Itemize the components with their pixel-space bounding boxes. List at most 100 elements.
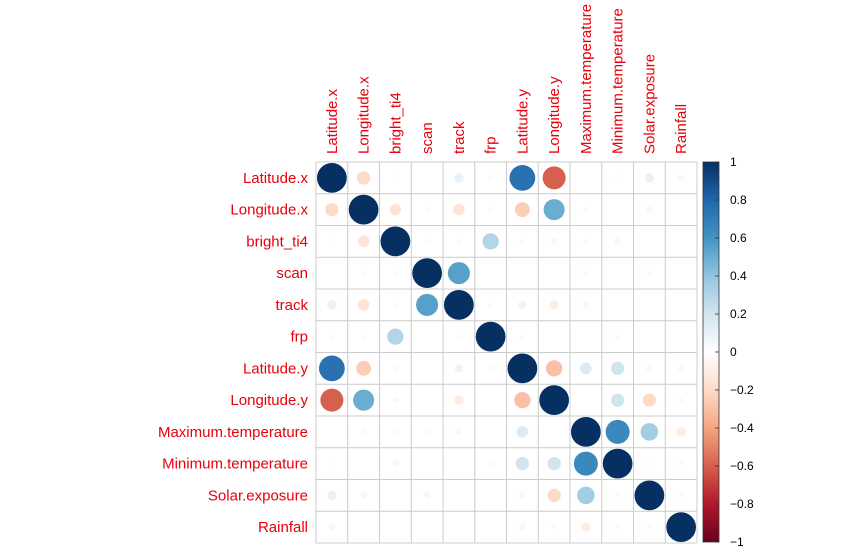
correlation-circle: Minimum.temperature / Latitude.x: -0.02	[329, 461, 334, 466]
correlation-circle: Maximum.temperature / Minimum.temperatur…	[605, 419, 630, 444]
correlation-circle: frp / frp: 1	[475, 321, 506, 352]
correlation-circle: track / Maximum.temperature: -0.05	[582, 301, 590, 309]
correlation-circle: scan / Maximum.temperature: 0.03	[583, 270, 589, 276]
colorbar-tick-label: 0.8	[730, 193, 747, 207]
row-label: Longitude.x	[230, 202, 308, 219]
column-label: scan	[419, 122, 436, 154]
correlation-circle: Latitude.y / Maximum.temperature: 0.15	[580, 362, 592, 375]
correlation-circle: Maximum.temperature / bright_ti4: 0.03	[392, 429, 398, 435]
row-label: Longitude.y	[230, 392, 308, 409]
correlation-circle: bright_ti4 / Longitude.x: -0.15	[357, 235, 370, 248]
correlation-circle: Maximum.temperature / Maximum.temperatur…	[570, 416, 601, 447]
correlation-circle: Latitude.y / Latitude.y: 1	[507, 353, 538, 384]
correlation-circle: bright_ti4 / Latitude.x: 0.02	[329, 239, 334, 244]
correlation-circle: Latitude.x / Longitude.y: -0.6	[542, 166, 566, 190]
correlation-circle: Longitude.x / bright_ti4: -0.15	[389, 203, 402, 216]
column-label: Latitude.x	[324, 88, 341, 154]
correlation-circle: Longitude.x / frp: -0.03	[488, 207, 494, 213]
column-label: Minimum.temperature	[610, 8, 627, 154]
correlation-circle: track / frp: 0.03	[488, 302, 494, 308]
correlation-circle: bright_ti4 / bright_ti4: 1	[380, 226, 411, 257]
correlation-circle: Maximum.temperature / scan: 0.03	[424, 429, 430, 435]
correlation-circle: Latitude.y / Minimum.temperature: 0.2	[610, 361, 625, 376]
column-label: Maximum.temperature	[578, 4, 595, 154]
row-label: Rainfall	[258, 519, 308, 536]
correlation-circle: track / scan: 0.55	[416, 293, 439, 316]
colorbar-tick-label: −0.6	[730, 459, 754, 473]
correlation-circle: Solar.exposure / Solar.exposure: 1	[634, 480, 665, 511]
colorbar-tick-label: 1	[730, 155, 737, 169]
correlation-circle: Solar.exposure / Maximum.temperature: 0.…	[577, 486, 595, 505]
correlation-circle: Maximum.temperature / Solar.exposure: 0.…	[640, 423, 659, 441]
correlation-circle: Longitude.x / Longitude.x: 1	[348, 194, 379, 225]
row-label: frp	[290, 329, 308, 346]
correlation-circles: Latitude.x / Latitude.x: 1 Latitude.x / L…	[316, 162, 697, 543]
row-label: bright_ti4	[246, 233, 308, 250]
correlation-circle: Rainfall / Solar.exposure: 0.03	[646, 524, 652, 530]
colorbar-tick-label: 0.2	[730, 307, 747, 321]
correlation-circle: frp / Minimum.temperature: 0.03	[615, 334, 621, 340]
correlation-circle: bright_ti4 / scan: -0.03	[424, 238, 430, 244]
correlation-circle: Solar.exposure / Rainfall: 0.03	[678, 492, 684, 498]
column-label: Solar.exposure	[641, 54, 658, 154]
correlation-circle: bright_ti4 / frp: 0.3	[482, 233, 499, 250]
correlation-circle: scan / Solar.exposure: 0.03	[646, 270, 652, 276]
row-label: Solar.exposure	[208, 487, 308, 504]
colorbar-tick-label: −0.8	[730, 497, 754, 511]
correlation-circle: Minimum.temperature / Longitude.y: 0.2	[547, 456, 561, 471]
correlation-circle: Latitude.x / Latitude.x: 1	[316, 162, 347, 193]
correlation-circle: Longitude.y / Latitude.y: -0.3	[514, 391, 531, 409]
correlation-circle: frp / track: 0.03	[456, 334, 462, 340]
column-label: Longitude.y	[546, 76, 563, 154]
colorbar-ticks: 1 0.8 0.6 0.4 0.2 0 −0.2 −0.4 −0.6 −0.8 −1	[715, 155, 754, 549]
column-label: Latitude.y	[514, 88, 531, 154]
correlation-circle: track / track: 1	[443, 289, 474, 320]
correlation-circle: Minimum.temperature / Latitude.y: 0.2	[515, 456, 530, 471]
correlation-circle: Longitude.x / Maximum.temperature: 0.03	[583, 207, 589, 213]
correlation-circle: track / Longitude.y: -0.1	[549, 300, 559, 310]
correlation-circle: Longitude.y / Longitude.x: 0.5	[353, 389, 375, 411]
correlation-circle: Longitude.x / Longitude.y: 0.5	[543, 199, 565, 221]
column-label: Rainfall	[673, 104, 690, 154]
colorbar-tick-label: 0.6	[730, 231, 747, 245]
correlation-circle: Longitude.y / Longitude.y: 1	[539, 385, 570, 416]
correlation-circle: Longitude.x / Latitude.x: -0.2	[325, 202, 339, 217]
correlation-circle: Maximum.temperature / Latitude.y: 0.15	[516, 426, 529, 438]
correlation-circle: scan / track: 0.55	[447, 262, 470, 285]
correlation-circle: scan / bright_ti4: -0.03	[392, 270, 398, 276]
correlation-circle: frp / Latitude.x: -0.03	[329, 334, 335, 340]
correlation-circle: Latitude.x / track: 0.1	[454, 173, 464, 183]
colorbar-tick-label: 0.4	[730, 269, 747, 283]
correlation-circle: Minimum.temperature / frp: 0.03	[488, 461, 494, 467]
correlation-circle: Latitude.x / Solar.exposure: 0.1	[644, 173, 655, 183]
correlation-circle: Rainfall / Longitude.y: 0.03	[551, 524, 557, 530]
correlation-circle: Minimum.temperature / Minimum.temperatur…	[602, 448, 633, 479]
correlation-circle: frp / Latitude.y: 0.03	[519, 334, 525, 340]
correlation-circle: Longitude.y / Rainfall: 0.03	[678, 397, 684, 403]
correlation-circle: Solar.exposure / Latitude.x: 0.1	[327, 490, 337, 501]
correlation-circle: Longitude.y / Solar.exposure: -0.2	[642, 393, 657, 407]
correlation-circle: Latitude.x / frp: -0.03	[488, 175, 494, 181]
correlation-circle: Longitude.y / Minimum.temperature: 0.2	[610, 393, 625, 407]
correlation-circle: Latitude.y / Rainfall: 0.05	[677, 365, 685, 372]
correlation-circle: Latitude.x / Minimum.temperature: -0.02	[615, 175, 620, 180]
correlation-circle: bright_ti4 / Minimum.temperature: 0.05	[614, 238, 621, 245]
correlation-circle: Longitude.y / Latitude.x: -0.6	[320, 388, 344, 412]
correlation-circle: Minimum.temperature / Solar.exposure: -0…	[646, 461, 652, 467]
correlation-circle: Latitude.y / Latitude.x: 0.75	[318, 355, 345, 382]
correlation-circle: Solar.exposure / Minimum.temperature: -0…	[615, 492, 621, 498]
correlation-circle: Minimum.temperature / bright_ti4: 0.05	[392, 460, 399, 467]
correlation-circle: Longitude.y / bright_ti4: -0.05	[392, 396, 399, 404]
correlation-circle: Longitude.x / Latitude.y: -0.25	[514, 202, 530, 218]
correlation-circle: track / bright_ti4: 0.03	[392, 302, 398, 308]
correlation-circle: track / Longitude.x: -0.15	[357, 299, 370, 311]
correlation-circle: Rainfall / Minimum.temperature: 0.03	[615, 524, 621, 530]
correlation-circle: Latitude.y / Longitude.y: -0.3	[545, 360, 563, 377]
column-label: track	[451, 121, 468, 154]
correlation-circle: Latitude.x / Rainfall: 0.05	[677, 174, 685, 182]
correlation-circle: Latitude.y / Solar.exposure: 0.05	[646, 365, 653, 372]
column-label: Longitude.x	[356, 76, 373, 154]
correlation-circle: Rainfall / Maximum.temperature: -0.1	[581, 522, 591, 532]
